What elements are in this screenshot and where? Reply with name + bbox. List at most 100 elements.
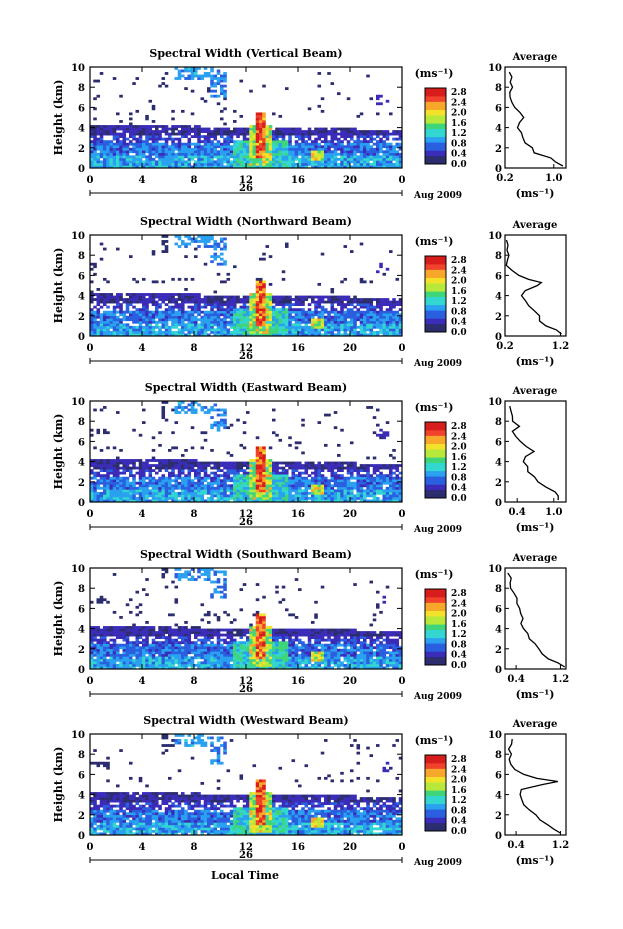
colorbar-segment <box>425 495 446 499</box>
heatmap-cell <box>301 140 305 144</box>
heatmap-cell <box>346 152 351 156</box>
heatmap-cell <box>259 165 263 169</box>
heatmap-cell <box>343 328 348 332</box>
heatmap-cell <box>246 320 250 324</box>
heatmap-cell <box>229 135 234 138</box>
heatmap-cell <box>398 155 403 159</box>
heatmap-cell <box>395 137 400 141</box>
heatmap-cell <box>350 303 354 306</box>
colorbar-segment <box>425 158 446 162</box>
heatmap-cell <box>366 315 370 319</box>
heatmap-cell <box>272 295 276 299</box>
heatmap-cell <box>298 300 302 304</box>
heatmap-cell <box>233 147 237 151</box>
heatmap-cell <box>262 330 266 334</box>
heatmap-cell <box>242 431 247 435</box>
heatmap-cell <box>138 300 143 304</box>
heatmap-cell <box>353 305 357 309</box>
heatmap-cell <box>382 157 387 161</box>
heatmap-cell <box>337 127 341 131</box>
heatmap-cell <box>184 486 188 490</box>
heatmap-cell <box>275 300 279 304</box>
heatmap-cell <box>278 486 283 490</box>
heatmap-cell <box>229 137 234 141</box>
heatmap-cell <box>129 474 133 478</box>
heatmap-cell <box>239 152 244 156</box>
heatmap-cell <box>272 486 276 490</box>
heatmap-cell <box>259 471 263 475</box>
heatmap-cell <box>317 464 322 467</box>
heatmap-cell <box>197 137 201 141</box>
heatmap-cell <box>291 147 296 151</box>
heatmap-cell <box>353 295 357 299</box>
heatmap-cell <box>103 494 107 498</box>
heatmap-cell <box>220 330 224 334</box>
heatmap-cell <box>96 496 101 500</box>
heatmap-cell <box>177 155 182 159</box>
heatmap-cell <box>376 423 380 427</box>
heatmap-cell <box>96 288 101 291</box>
heatmap-cell <box>272 325 276 329</box>
heatmap-cell <box>333 132 338 136</box>
heatmap-cell <box>233 295 237 299</box>
heatmap-cell <box>337 489 341 493</box>
heatmap-cell <box>379 308 383 312</box>
heatmap-cell <box>135 491 140 495</box>
heatmap-cell <box>112 446 117 450</box>
heatmap-cell <box>96 491 101 495</box>
heatmap-cell <box>190 325 195 329</box>
heatmap-cell <box>307 479 312 483</box>
heatmap-cell <box>268 157 273 161</box>
heatmap-cell <box>353 298 357 301</box>
heatmap-cell <box>148 127 153 131</box>
heatmap-cell <box>125 157 130 161</box>
heatmap-cell <box>327 155 331 159</box>
heatmap-cell <box>223 137 227 141</box>
heatmap-cell <box>272 132 276 136</box>
heatmap-cell <box>379 145 383 149</box>
heatmap-cell <box>307 130 312 133</box>
heatmap-cell <box>353 142 357 146</box>
heatmap-cell <box>317 330 322 334</box>
heatmap-cell <box>369 145 374 149</box>
heatmap-cell <box>301 162 305 166</box>
heatmap-cell <box>216 142 221 146</box>
heatmap-cell <box>285 464 289 467</box>
heatmap-cell <box>350 308 354 312</box>
heatmap-cell <box>359 464 364 467</box>
heatmap-cell <box>317 104 322 108</box>
heatmap-cell <box>233 315 237 319</box>
heatmap-cell <box>155 147 159 151</box>
heatmap-cell <box>168 318 172 322</box>
heatmap-cell <box>171 446 175 450</box>
heatmap-cell <box>324 130 328 133</box>
heatmap-cell <box>262 451 266 455</box>
heatmap-cell <box>106 431 110 435</box>
heatmap-cell <box>249 150 253 154</box>
heatmap-cell <box>229 150 234 154</box>
heatmap-cell <box>155 484 159 488</box>
heatmap-cell <box>327 145 331 149</box>
heatmap-cell <box>353 132 357 136</box>
heatmap-cell <box>220 87 224 91</box>
heatmap-cell <box>265 489 270 493</box>
heatmap-cell <box>112 125 117 128</box>
heatmap-cell <box>220 109 224 113</box>
heatmap-cell <box>268 165 273 169</box>
heatmap-cell <box>142 328 146 332</box>
heatmap-cell <box>109 315 114 319</box>
heatmap-cell <box>288 305 292 309</box>
heatmap-cell <box>145 127 149 131</box>
heatmap-cell <box>252 323 257 327</box>
heatmap-cell <box>385 132 390 136</box>
heatmap-cell <box>93 446 97 450</box>
heatmap-cell <box>161 330 166 334</box>
heatmap-cell <box>207 408 211 412</box>
heatmap-cell <box>171 491 175 495</box>
heatmap-cell <box>369 313 374 317</box>
heatmap-cell <box>203 145 208 149</box>
x-tick-label: 0 <box>399 343 406 354</box>
heatmap-cell <box>363 313 367 317</box>
heatmap-cell <box>369 310 374 314</box>
heatmap-cell <box>265 308 270 312</box>
